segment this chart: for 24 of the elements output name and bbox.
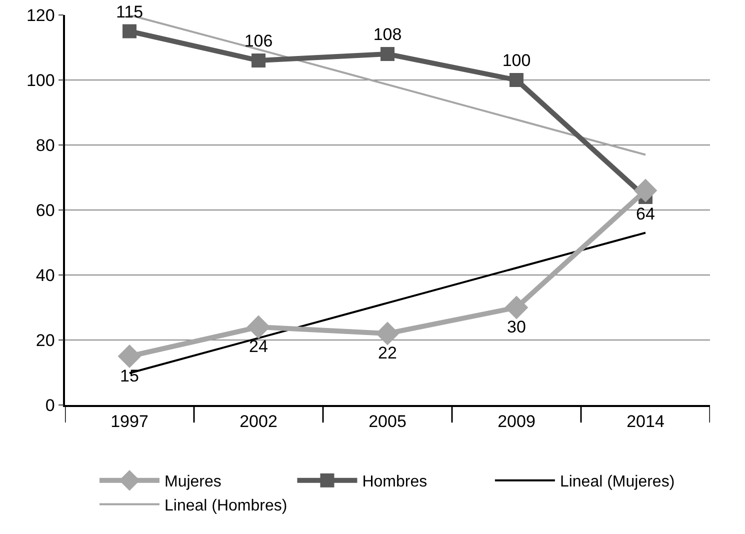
- x-tick-label: 1997: [110, 412, 148, 432]
- x-tick-label: 2002: [240, 412, 278, 432]
- y-tick-label: 40: [36, 266, 55, 285]
- legend-label: Hombres: [362, 474, 428, 491]
- legend-label: Lineal (Mujeres): [560, 474, 675, 491]
- y-tick-label: 100: [26, 70, 55, 90]
- x-tick-label: 2005: [368, 412, 406, 432]
- x-tick-label: 2014: [626, 412, 664, 432]
- data-label: 24: [249, 337, 268, 356]
- y-tick-label: 20: [36, 330, 55, 350]
- data-label: 30: [507, 318, 526, 336]
- y-tick-label: 0: [45, 396, 55, 415]
- y-tick-label: 80: [36, 136, 55, 155]
- data-label: 108: [373, 25, 402, 44]
- legend-label: Mujeres: [164, 474, 222, 491]
- data-label: 22: [378, 344, 397, 362]
- x-tick-label: 2009: [498, 412, 536, 432]
- y-tick-label: 120: [26, 6, 55, 25]
- data-label: 106: [244, 32, 273, 50]
- legend-label: Lineal (Hombres): [164, 497, 288, 514]
- data-label: 115: [116, 2, 144, 22]
- data-label: 64: [636, 204, 655, 224]
- data-label: 100: [502, 51, 531, 70]
- y-tick-label: 60: [36, 200, 55, 220]
